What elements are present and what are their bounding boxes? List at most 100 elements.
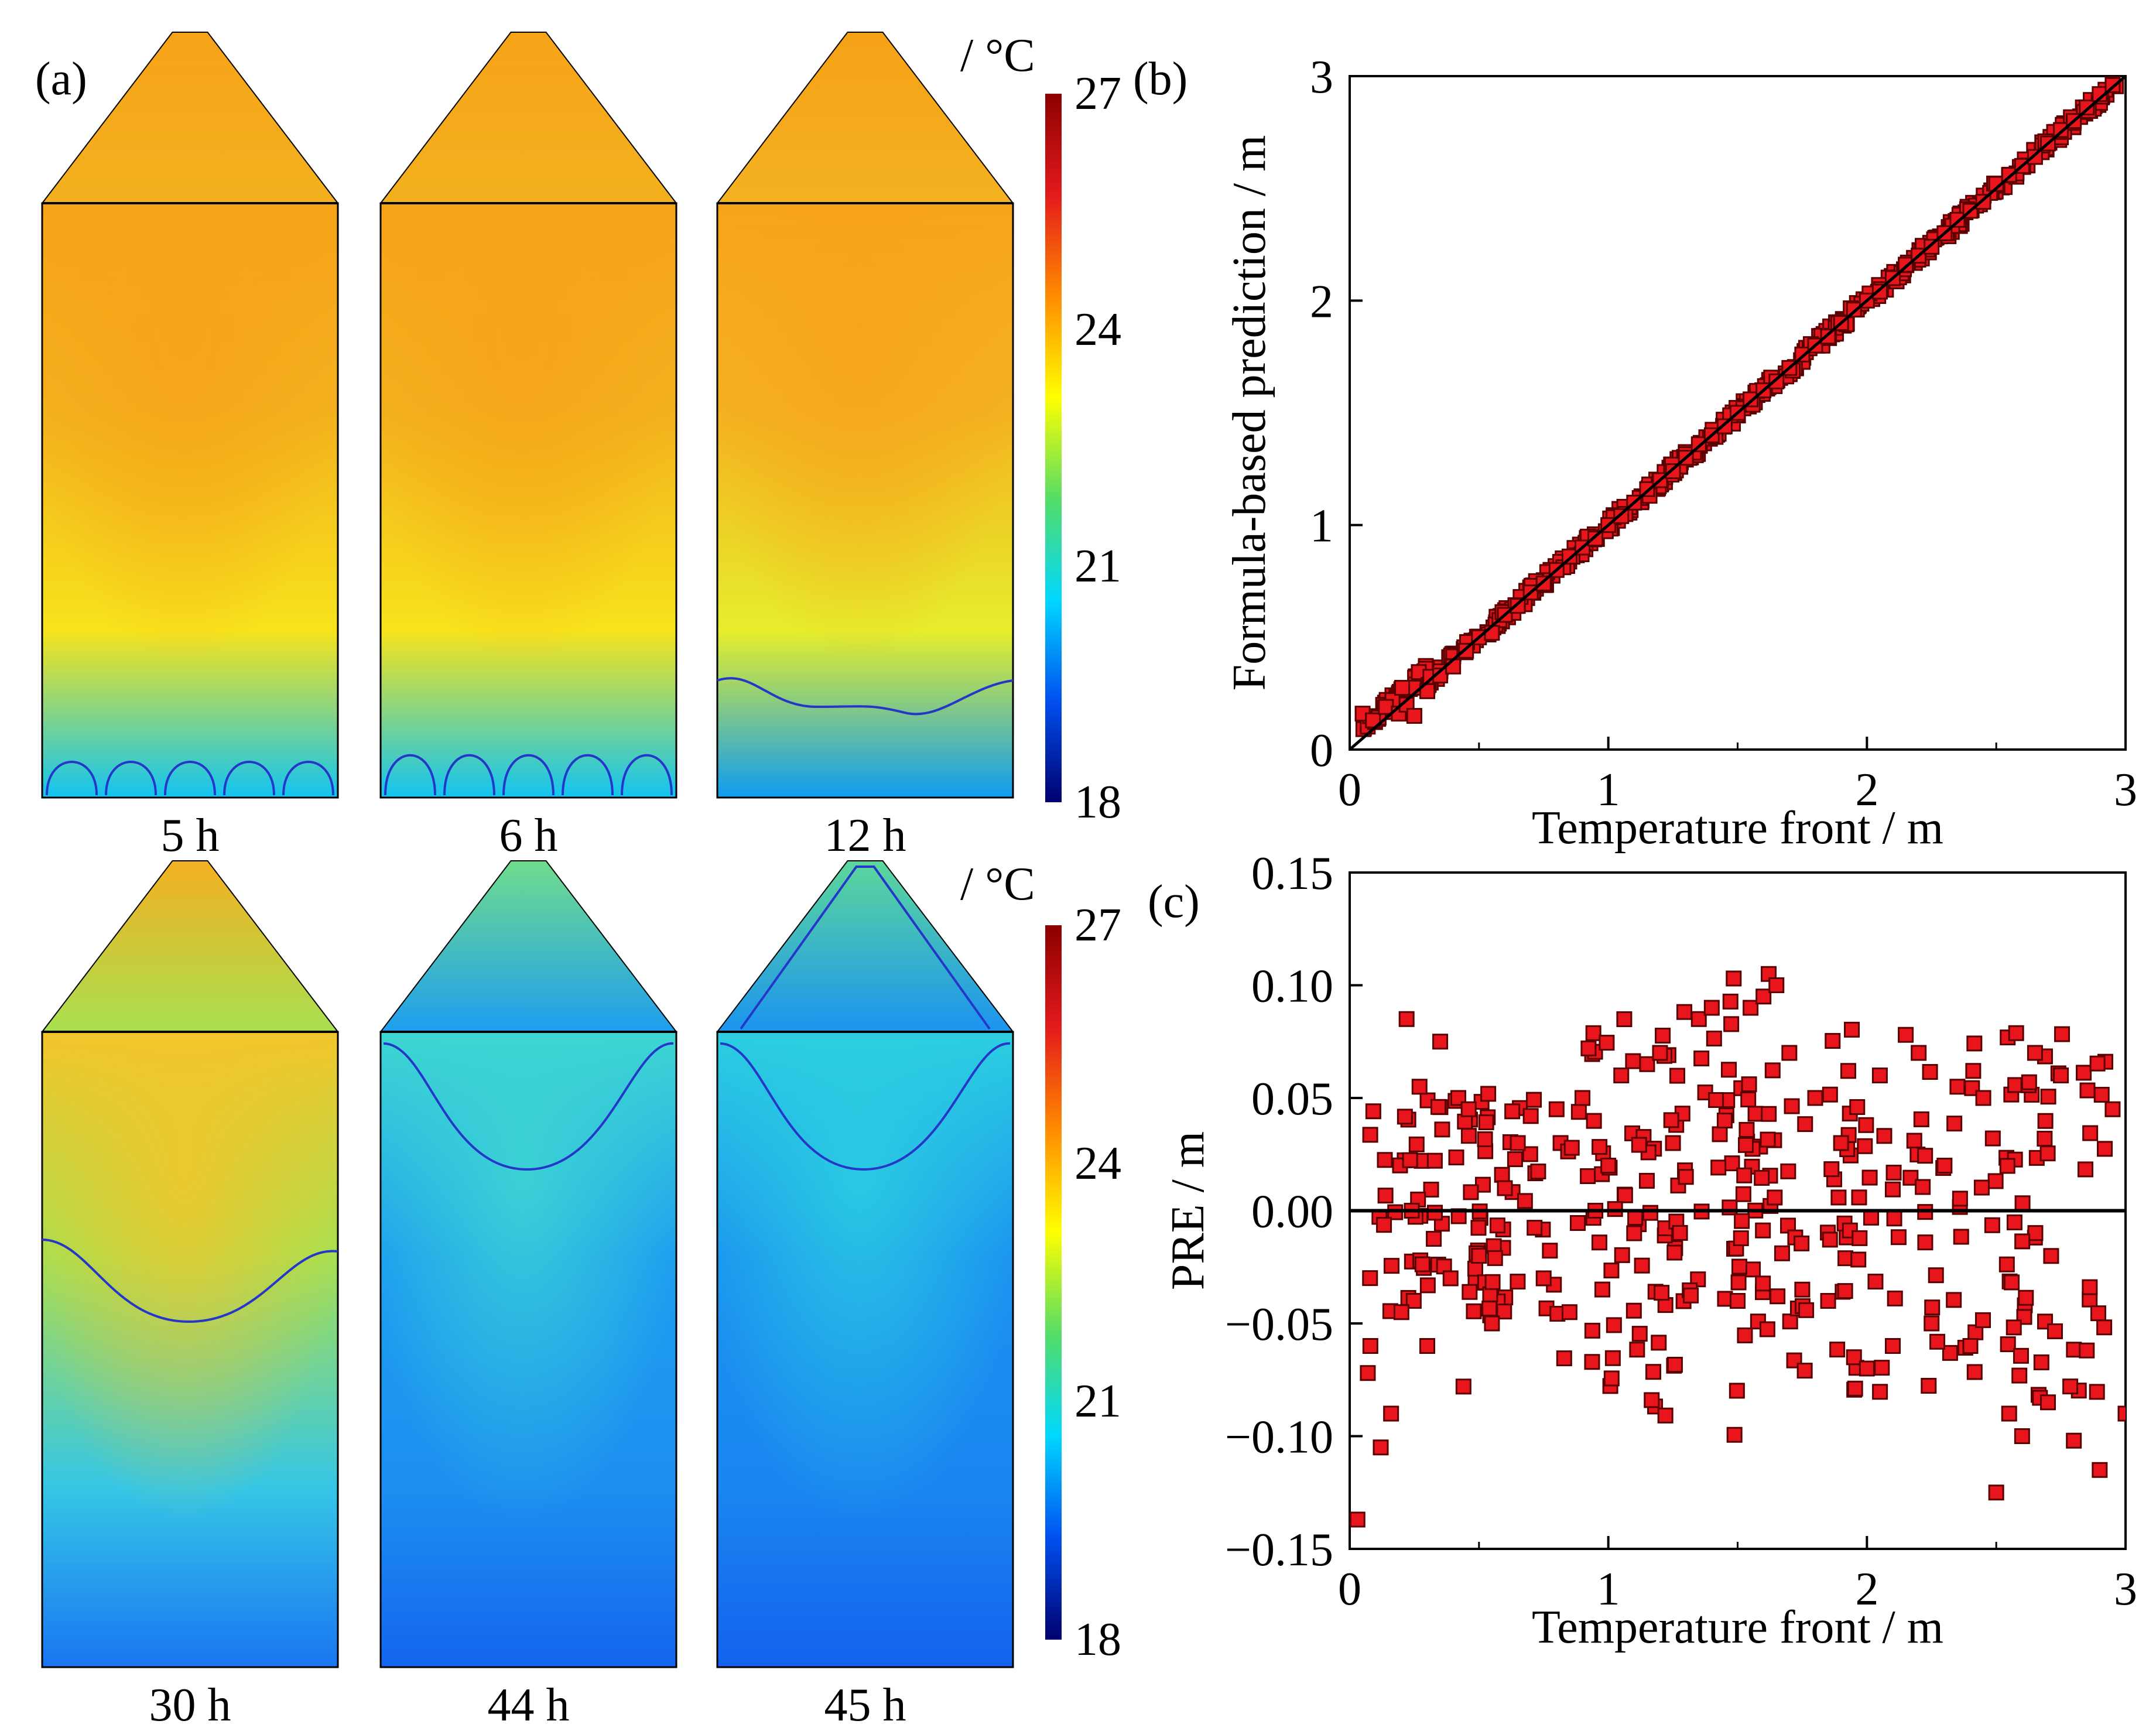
data-point xyxy=(1426,1205,1443,1221)
data-point xyxy=(1867,1274,1884,1290)
data-point xyxy=(1383,1405,1399,1422)
data-point xyxy=(1383,1258,1399,1274)
data-point xyxy=(1570,1104,1587,1120)
y-tick-label: 0.05 xyxy=(1251,1073,1333,1125)
colorbar-tick-label: 27 xyxy=(1074,899,1121,951)
data-point xyxy=(1851,1189,1867,1206)
data-point xyxy=(1510,1274,1526,1290)
data-point xyxy=(1350,1511,1366,1528)
data-point xyxy=(1644,1392,1660,1408)
data-point xyxy=(1988,1484,2004,1501)
data-point xyxy=(1373,1439,1389,1456)
data-point xyxy=(1629,1342,1645,1358)
x-tick-label: 3 xyxy=(2114,1564,2137,1615)
map-isoline xyxy=(383,1042,674,1171)
data-point xyxy=(1625,1302,1642,1319)
data-point xyxy=(1975,1090,1991,1106)
data-point xyxy=(2014,1195,2031,1212)
y-tick-label: 2 xyxy=(1310,276,1333,327)
data-point xyxy=(1953,1229,1969,1245)
data-point xyxy=(1394,680,1411,696)
data-point xyxy=(2004,1274,2020,1291)
data-point xyxy=(1966,1035,1983,1052)
data-point xyxy=(1481,1301,1498,1317)
data-point xyxy=(1859,1360,1875,1377)
panel-label-c: (c) xyxy=(1148,876,1200,928)
data-point xyxy=(1638,1172,1655,1189)
y-tick-label: 0.00 xyxy=(1251,1186,1333,1238)
time-label: 12 h xyxy=(824,810,906,861)
data-point xyxy=(1419,1277,1436,1294)
data-point xyxy=(1613,1068,1630,1083)
data-point xyxy=(1924,1299,1941,1316)
data-point xyxy=(1510,1135,1526,1151)
data-point xyxy=(1794,1235,1810,1251)
data-point xyxy=(1666,1244,1683,1261)
data-point xyxy=(1962,1338,1979,1354)
y-tick-label: −0.10 xyxy=(1225,1412,1333,1463)
data-point xyxy=(1741,1076,1757,1093)
parity-line xyxy=(1349,75,2127,751)
data-point xyxy=(1999,1158,2015,1174)
data-point xyxy=(1591,1234,1607,1251)
data-point xyxy=(1755,988,1772,1005)
data-point xyxy=(1754,1169,1770,1186)
data-point xyxy=(1527,1220,1543,1236)
data-point xyxy=(1764,1062,1781,1079)
data-point xyxy=(1708,1092,1724,1109)
data-point xyxy=(1858,1117,1874,1133)
data-point xyxy=(1507,1151,1523,1168)
data-point xyxy=(2016,1309,2032,1325)
data-point xyxy=(1987,1173,2004,1189)
data-point xyxy=(1676,1004,1693,1020)
data-point xyxy=(1426,1152,1443,1169)
data-point xyxy=(1850,1251,1867,1268)
x-axis-label: Temperature front / m xyxy=(1532,1602,1943,1653)
data-point xyxy=(2066,1432,2082,1449)
data-point xyxy=(1736,1167,1753,1183)
data-point xyxy=(1755,1222,1771,1239)
data-point xyxy=(2077,1161,2093,1178)
data-point xyxy=(1657,1407,1674,1424)
data-point xyxy=(2040,1394,2056,1411)
data-point xyxy=(1626,1225,1642,1241)
data-point xyxy=(1760,1131,1776,1148)
y-tick-label: 0 xyxy=(1310,725,1333,776)
data-point xyxy=(1651,1335,1667,1351)
data-point xyxy=(1770,1288,1786,1305)
data-point xyxy=(1377,1152,1393,1168)
data-point xyxy=(2079,1342,2095,1359)
data-point xyxy=(1616,1011,1633,1027)
data-point xyxy=(1722,993,1739,1010)
data-point xyxy=(1917,1148,1933,1164)
data-point xyxy=(1634,1257,1650,1274)
data-point xyxy=(1693,1050,1710,1066)
y-tick-label: −0.15 xyxy=(1225,1524,1333,1576)
colorbar-tick-label: 21 xyxy=(1074,1376,1121,1428)
data-point xyxy=(2040,1089,2056,1105)
thermal-map-45h xyxy=(716,860,1015,1668)
data-point xyxy=(2079,1082,2096,1099)
data-point xyxy=(1849,1099,1866,1116)
data-point xyxy=(2021,1074,2037,1090)
data-point xyxy=(1946,1292,1962,1308)
data-point xyxy=(2104,1101,2121,1117)
data-point xyxy=(1820,1293,1836,1309)
data-point xyxy=(1829,1342,1846,1358)
data-point xyxy=(2117,1405,2126,1422)
panel-label-b: (b) xyxy=(1133,53,1188,105)
data-point xyxy=(1743,1000,1759,1016)
data-point xyxy=(1548,1101,1565,1117)
map-isoline xyxy=(46,761,334,796)
y-axis-label: PRE / m xyxy=(1162,1131,1214,1290)
thermal-map-12h xyxy=(716,32,1015,799)
data-point xyxy=(1731,1258,1747,1275)
data-point xyxy=(1563,1140,1580,1156)
data-point xyxy=(1830,1189,1847,1206)
data-point xyxy=(1974,1312,1991,1328)
map-isoline-cone xyxy=(740,866,991,1030)
data-point xyxy=(1796,1363,1813,1379)
data-point xyxy=(2027,1045,2043,1061)
thermal-map-6h xyxy=(379,32,678,799)
data-point xyxy=(1720,1062,1737,1078)
